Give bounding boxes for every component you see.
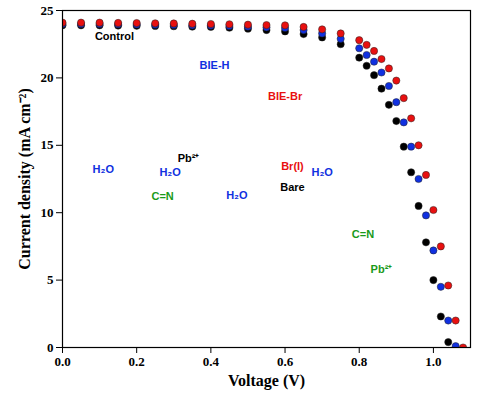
svg-text:H₂O: H₂O [226,189,248,201]
svg-text:Voltage (V): Voltage (V) [228,372,305,390]
svg-text:0.0: 0.0 [54,354,70,369]
svg-text:20: 20 [41,70,54,85]
svg-text:BIE-H: BIE-H [200,59,230,71]
svg-text:0.6: 0.6 [277,354,294,369]
svg-text:15: 15 [41,137,55,152]
svg-text:Pb²⁺: Pb²⁺ [178,152,200,164]
svg-text:H₂O: H₂O [311,166,333,178]
svg-text:Control: Control [95,30,134,42]
svg-text:H₂O: H₂O [93,163,115,175]
svg-text:C=N: C=N [151,190,173,202]
svg-text:1.0: 1.0 [425,354,441,369]
svg-text:25: 25 [41,3,55,18]
svg-text:10: 10 [41,205,54,220]
svg-text:Bare: Bare [280,181,304,193]
svg-text:C=N: C=N [352,228,374,240]
svg-text:5: 5 [47,272,54,287]
svg-text:0.8: 0.8 [351,354,368,369]
svg-text:H₂O: H₂O [159,166,181,178]
svg-text:0: 0 [47,340,54,355]
svg-text:Br(I): Br(I) [281,160,304,172]
svg-text:Pb²⁺: Pb²⁺ [371,263,393,275]
svg-text:0.2: 0.2 [129,354,145,369]
svg-text:Current density (mA cm⁻²): Current density (mA cm⁻²) [16,88,34,269]
svg-text:BIE-Br: BIE-Br [268,90,303,102]
svg-text:0.4: 0.4 [203,354,220,369]
